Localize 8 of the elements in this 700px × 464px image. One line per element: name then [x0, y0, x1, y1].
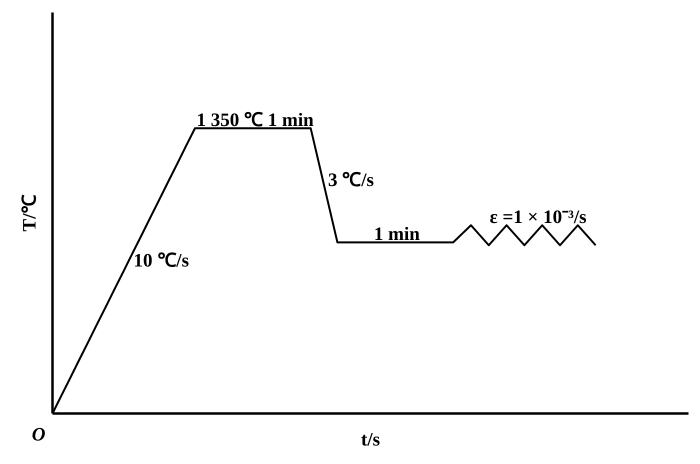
x-axis-title: t/s — [361, 430, 380, 450]
annotation: 10 ℃/s — [134, 250, 189, 272]
y-axis-title: T/℃ — [20, 194, 40, 232]
annotation: ε =1 × 10⁻³/s — [490, 206, 586, 228]
annotation: 1 350 ℃ 1 min — [196, 110, 314, 131]
annotation: 1 min — [374, 224, 420, 245]
text: O — [32, 424, 46, 446]
annotation: 3 ℃/s — [328, 170, 374, 192]
